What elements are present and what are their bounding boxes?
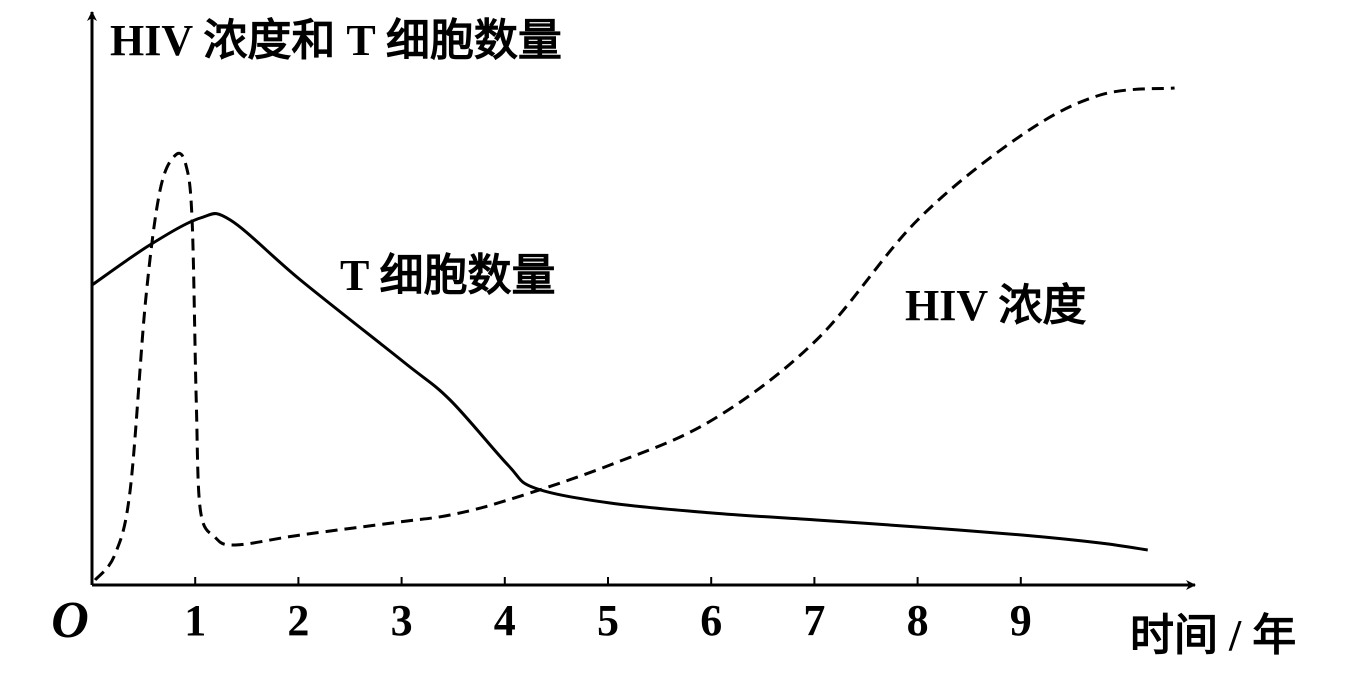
- x-tick-label: 2: [287, 596, 309, 645]
- series-label: T 细胞数量: [340, 251, 556, 300]
- chart-title: HIV 浓度和 T 细胞数量: [110, 16, 562, 65]
- x-tick-label: O: [51, 592, 89, 649]
- x-tick-label: 9: [1010, 596, 1032, 645]
- series-label: HIV 浓度: [905, 281, 1086, 330]
- x-tick-label: 5: [597, 596, 619, 645]
- x-tick-label: 7: [803, 596, 825, 645]
- x-axis-label: 时间 / 年: [1130, 611, 1296, 660]
- x-tick-label: 8: [907, 596, 929, 645]
- x-tick-label: 6: [700, 596, 722, 645]
- line-series: [91, 212, 1148, 552]
- x-tick-label: 3: [391, 596, 413, 645]
- x-tick-label: 4: [494, 596, 516, 645]
- x-tick-label: 1: [184, 596, 206, 645]
